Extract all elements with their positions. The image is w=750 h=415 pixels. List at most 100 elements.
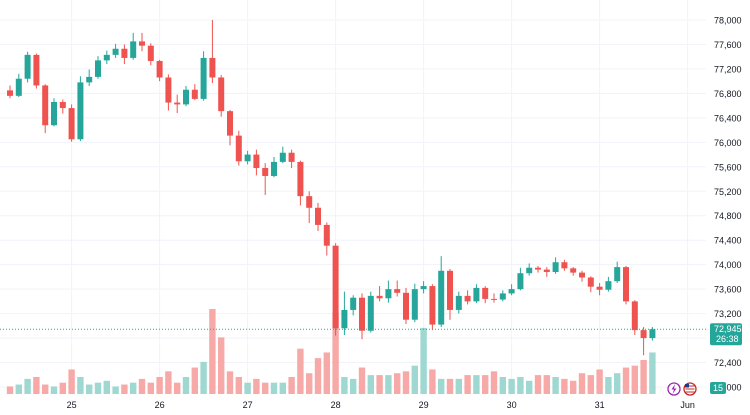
price-tick-label: 72,400: [714, 358, 742, 368]
candle-body: [112, 48, 119, 55]
candle-body: [649, 329, 656, 339]
candle-body: [279, 152, 286, 162]
candle-body: [200, 57, 207, 99]
time-tick-label: 28: [331, 400, 341, 410]
volume-bar: [341, 377, 348, 394]
volume-bar: [534, 375, 542, 394]
price-tick-label: 76,400: [714, 113, 742, 123]
volume-bar: [121, 384, 128, 394]
current-price-label: 72,945: [714, 324, 742, 334]
volume-bar: [262, 382, 269, 394]
candle-body: [491, 298, 497, 300]
price-tick-label: 75,600: [714, 162, 742, 172]
volume-bar: [297, 348, 304, 394]
candle-body: [7, 90, 13, 96]
candle-body: [191, 89, 198, 99]
price-tick-label: 74,400: [714, 236, 742, 246]
volume-bar: [578, 373, 586, 394]
candle-body: [165, 77, 172, 103]
candle-body: [394, 289, 401, 293]
volume-bar: [235, 377, 242, 394]
candle-body: [341, 309, 348, 329]
volume-bar: [367, 375, 374, 394]
candle-body: [499, 293, 506, 300]
volume-bar: [640, 360, 647, 394]
volume-bar: [147, 382, 154, 394]
volume-bar: [24, 378, 31, 394]
volume-bar: [130, 382, 137, 394]
volume-bar: [42, 384, 49, 394]
volume-bar: [376, 375, 383, 394]
volume-bar: [552, 377, 559, 394]
time-tick-label: 25: [67, 400, 77, 410]
volume-bar: [446, 378, 454, 394]
volume-bar: [306, 373, 313, 394]
candle-body: [570, 268, 577, 273]
volume-bar: [455, 378, 462, 394]
time-tick-label: 27: [243, 400, 253, 410]
volume-bar: [138, 378, 146, 394]
volume-bar: [649, 352, 656, 394]
candle-body: [614, 267, 621, 282]
volume-bar: [394, 373, 401, 394]
volume-bar: [420, 327, 427, 394]
candle-body: [253, 154, 260, 169]
candle-body: [235, 135, 242, 162]
volume-bars: [6, 309, 656, 394]
candle-body: [59, 101, 66, 109]
volume-bar: [68, 369, 75, 394]
candle-body: [227, 111, 233, 136]
price-tick-label: 73,200: [714, 309, 742, 319]
candle-body: [33, 54, 40, 86]
candle-body: [526, 267, 533, 274]
candle-body: [183, 89, 189, 105]
current-price-badge: [710, 323, 742, 346]
volume-bar: [411, 365, 418, 394]
volume-bar: [438, 378, 445, 394]
volume-bar: [508, 378, 515, 394]
volume-bar: [182, 377, 190, 394]
volume-bar: [358, 367, 366, 394]
candle-body: [42, 85, 49, 126]
volume-bar: [314, 358, 322, 394]
candle-body: [332, 245, 339, 329]
volume-bar: [191, 367, 198, 394]
volume-bar: [288, 377, 295, 394]
candle-body: [174, 102, 181, 105]
time-axis[interactable]: 25 26 27 28 29 30 31 Jun: [67, 400, 695, 410]
volume-bar: [15, 384, 22, 394]
candle-body: [535, 267, 541, 270]
price-tick-label: 76,000: [714, 138, 742, 148]
candle-body: [244, 154, 251, 162]
candle-body: [367, 295, 374, 331]
candle-body: [438, 270, 445, 325]
candle-body: [139, 41, 145, 46]
flag-canton: [685, 384, 689, 388]
time-tick-label: 30: [507, 400, 517, 410]
candle-body: [156, 60, 163, 78]
volume-bar: [50, 386, 58, 394]
price-tick-label: 78,000: [714, 16, 742, 26]
candle-body: [455, 295, 462, 310]
price-tick-label: 77,600: [714, 40, 742, 50]
volume-bar: [200, 361, 207, 394]
volume-bar: [59, 382, 66, 394]
volume-bar: [270, 382, 278, 394]
volume-bar: [622, 367, 630, 394]
candle-body: [579, 272, 585, 278]
candle-body: [411, 289, 418, 320]
candle-body: [517, 273, 524, 290]
candle-countdown-label: 26:38: [716, 334, 739, 344]
volume-bar: [570, 380, 577, 394]
candle-body: [24, 54, 31, 79]
volume-bar: [587, 375, 594, 394]
volume-bar: [350, 378, 357, 394]
volume-bar: [156, 377, 163, 394]
candle-body: [640, 330, 647, 339]
time-tick-label: 31: [595, 400, 605, 410]
candle-body: [15, 78, 22, 96]
candle-body: [605, 281, 612, 290]
candle-body: [587, 277, 594, 287]
